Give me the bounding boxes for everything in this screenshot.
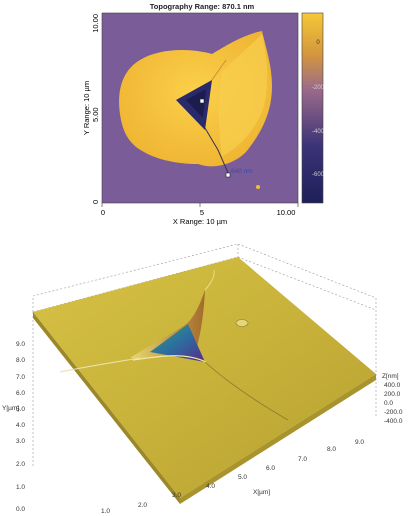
z-axis-title: Z[nm] bbox=[382, 373, 399, 380]
crack-line bbox=[204, 127, 230, 176]
x-tick-label: 5 bbox=[200, 208, 204, 217]
x-tick-label: 1.0 bbox=[101, 508, 110, 515]
colorbar-tick-label: 0 bbox=[316, 40, 320, 46]
x-axis-3d: 1.0 2.0 3.0 4.0 5.0 6.0 7.0 8.0 9.0 X[µm… bbox=[101, 439, 364, 515]
y-tick-label: 6.0 bbox=[16, 390, 25, 397]
surface-plot: 9.0 8.0 7.0 6.0 5.0 4.0 3.0 2.0 1.0 0.0 … bbox=[2, 243, 403, 515]
colorbar-scale bbox=[301, 12, 324, 204]
indent-pit-3d bbox=[150, 324, 205, 362]
crack-3d-2 bbox=[204, 361, 289, 421]
surface-front-edge bbox=[33, 312, 180, 504]
chart-title: Topography Range: 870.1 nm bbox=[150, 2, 255, 11]
z-tick-label: 200.0 bbox=[384, 391, 401, 398]
colorbar: 0 -200 -400 -600 bbox=[301, 12, 325, 204]
marker-end bbox=[225, 172, 231, 178]
y-tick-label: 7.0 bbox=[16, 374, 25, 381]
z-tick-label: 400.0 bbox=[384, 382, 401, 389]
y-tick-label: 2.0 bbox=[16, 461, 25, 468]
z-tick-label: -200.0 bbox=[384, 409, 403, 416]
crack-line-2 bbox=[211, 59, 227, 81]
y-axis-title: Y Range: 10 µm bbox=[82, 81, 91, 135]
colorbar-tick-label: -200 bbox=[312, 85, 325, 91]
x-axis: 0 5 10.00 X Range: 10 µm bbox=[101, 203, 299, 226]
y-tick-label: 0 bbox=[91, 200, 100, 204]
y-tick-label: 5.0 bbox=[16, 406, 25, 413]
depth-annotation: 640 nm bbox=[231, 168, 253, 175]
indent-pit-shade bbox=[186, 89, 206, 118]
marker-start bbox=[199, 98, 205, 104]
x-tick-label: 8.0 bbox=[327, 446, 336, 453]
crack-3d-3 bbox=[204, 269, 215, 291]
particle-dot bbox=[256, 185, 260, 189]
y-tick-label: 4.0 bbox=[16, 422, 25, 429]
y-tick-label: 5.00 bbox=[91, 107, 100, 122]
plateau-highlight bbox=[219, 34, 268, 156]
y-axis-3d: 9.0 8.0 7.0 6.0 5.0 4.0 3.0 2.0 1.0 0.0 … bbox=[2, 341, 25, 513]
colorbar-tick-label: -600 bbox=[312, 172, 325, 178]
y-tick-label: 3.0 bbox=[16, 438, 25, 445]
crack-3d bbox=[59, 357, 141, 373]
x-tick-label: 7.0 bbox=[298, 456, 307, 463]
bounding-box bbox=[32, 243, 377, 468]
surface-side-edge bbox=[180, 374, 376, 504]
x-tick-label: 0 bbox=[101, 208, 105, 217]
x-tick-label: 9.0 bbox=[355, 439, 364, 446]
y-axis-title: Y[µm] bbox=[2, 405, 19, 412]
colorbar-tick-label: -400 bbox=[312, 129, 325, 135]
y-tick-label: 9.0 bbox=[16, 341, 25, 348]
x-tick-label: 4.0 bbox=[206, 483, 215, 490]
topography-map: Topography Range: 870.1 nm 640 nm 0 5 10… bbox=[82, 2, 325, 226]
y-axis: 10.00 5.00 0 Y Range: 10 µm bbox=[82, 14, 100, 204]
z-tick-label: -400.0 bbox=[384, 418, 403, 425]
y-tick-label: 10.00 bbox=[91, 14, 100, 33]
y-tick-label: 0.0 bbox=[16, 506, 25, 513]
x-axis-title: X[µm] bbox=[253, 489, 270, 496]
particle-bump bbox=[235, 319, 249, 327]
x-tick-label: 3.0 bbox=[172, 492, 181, 499]
z-tick-label: 0.0 bbox=[384, 400, 393, 407]
indent-rim bbox=[132, 355, 207, 363]
surface-plane bbox=[33, 257, 376, 498]
y-tick-label: 1.0 bbox=[16, 484, 25, 491]
x-axis-title: X Range: 10 µm bbox=[173, 217, 227, 226]
y-tick-label: 8.0 bbox=[16, 357, 25, 364]
x-tick-label: 6.0 bbox=[266, 465, 275, 472]
x-tick-label: 10.00 bbox=[277, 208, 296, 217]
x-tick-label: 2.0 bbox=[138, 502, 147, 509]
x-tick-label: 5.0 bbox=[238, 474, 247, 481]
z-axis-3d: Z[nm] 400.0 200.0 0.0 -200.0 -400.0 bbox=[382, 373, 403, 425]
